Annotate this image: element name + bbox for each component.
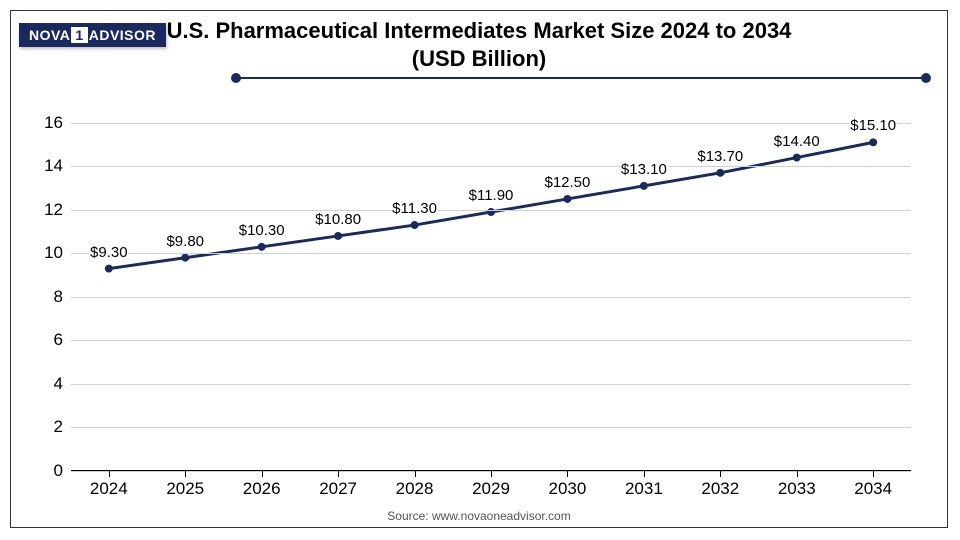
data-point-marker [640, 182, 648, 190]
x-axis-tick-mark [262, 471, 263, 477]
data-point-marker [869, 138, 877, 146]
y-axis-tick-label: 10 [23, 243, 71, 263]
plot-svg [71, 101, 911, 471]
x-axis-tick-mark [491, 471, 492, 477]
data-point-label: $15.10 [849, 117, 897, 134]
x-axis-tick-mark [109, 471, 110, 477]
y-axis-tick-label: 6 [23, 330, 71, 350]
data-point-marker [411, 221, 419, 229]
data-point-marker [181, 254, 189, 262]
x-axis-tick-mark [338, 471, 339, 477]
x-axis-tick-mark [873, 471, 874, 477]
x-axis-tick-mark [720, 471, 721, 477]
data-point-marker [258, 243, 266, 251]
data-point-label: $12.50 [543, 174, 591, 191]
chart-title-line1: U.S. Pharmaceutical Intermediates Market… [167, 18, 792, 43]
source-text: Source: www.novaoneadvisor.com [387, 509, 570, 523]
data-point-marker [563, 195, 571, 203]
title-underline-svg [231, 73, 931, 83]
data-point-label: $9.80 [165, 233, 205, 250]
gridline [71, 253, 911, 254]
x-axis-tick-mark [797, 471, 798, 477]
data-point-label: $13.10 [620, 161, 668, 178]
data-point-marker [716, 169, 724, 177]
gridline [71, 210, 911, 211]
gridline [71, 340, 911, 341]
y-axis-tick-label: 2 [23, 417, 71, 437]
gridline [71, 384, 911, 385]
y-axis-tick-label: 4 [23, 374, 71, 394]
plot-area [71, 101, 911, 471]
chart-title: U.S. Pharmaceutical Intermediates Market… [11, 17, 947, 72]
data-point-label: $11.30 [391, 200, 438, 217]
data-point-label: $11.90 [468, 187, 515, 204]
series-line [109, 142, 873, 268]
x-axis-tick-mark [185, 471, 186, 477]
chart-frame: NOVA1ADVISOR U.S. Pharmaceutical Interme… [10, 10, 948, 528]
x-axis-tick-mark [567, 471, 568, 477]
y-axis-tick-label: 0 [23, 461, 71, 481]
data-point-label: $13.70 [696, 148, 744, 165]
data-point-marker [334, 232, 342, 240]
title-underline [231, 73, 931, 81]
gridline [71, 427, 911, 428]
gridline [71, 123, 911, 124]
y-axis-tick-label: 16 [23, 113, 71, 133]
gridline [71, 166, 911, 167]
line-chart: 0246810121416202420252026202720282029203… [71, 101, 911, 471]
gridline [71, 297, 911, 298]
x-axis-tick-mark [644, 471, 645, 477]
data-point-label: $10.80 [314, 211, 362, 228]
chart-title-line2: (USD Billion) [11, 45, 947, 73]
x-axis-tick-mark [415, 471, 416, 477]
y-axis-tick-label: 8 [23, 287, 71, 307]
y-axis-tick-label: 12 [23, 200, 71, 220]
data-point-marker [105, 265, 113, 273]
data-point-label: $14.40 [773, 133, 821, 150]
y-axis-tick-label: 14 [23, 156, 71, 176]
data-point-label: $10.30 [238, 222, 286, 239]
data-point-marker [793, 154, 801, 162]
source-caption: Source: www.novaoneadvisor.com [11, 509, 947, 523]
data-point-label: $9.30 [89, 244, 129, 261]
